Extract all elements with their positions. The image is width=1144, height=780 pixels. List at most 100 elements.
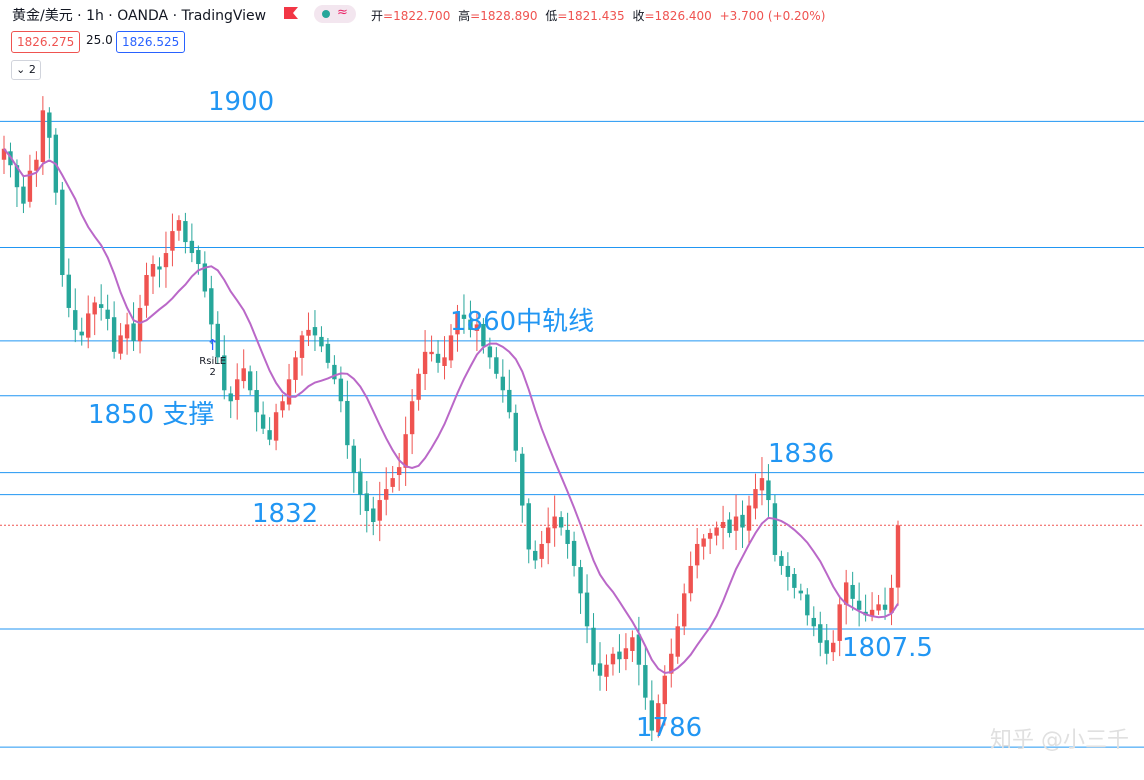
chart-header: 黄金/美元 · 1h · OANDA · TradingView ≈ 开=182… [0,0,1144,28]
market-status-toggle[interactable]: ≈ [314,5,356,23]
candlestick [27,154,33,208]
candlestick [895,520,901,606]
candlestick [40,96,46,175]
candlestick [753,473,758,520]
candlestick [682,583,687,636]
change-value: +3.700 (+0.20%) [719,9,826,23]
price-level-label: 1832 [252,498,319,529]
candlestick [604,654,609,691]
candlestick [111,301,117,359]
candlestick [494,347,499,379]
candlestick [733,494,739,551]
price-level-label: 1900 [208,87,275,118]
candlestick [118,323,123,360]
arrow-up-icon: ↑ [206,336,219,355]
candlestick [66,258,71,318]
candlestick [798,583,804,601]
spread-value: 25.0 [86,33,113,47]
candlestick [882,587,888,620]
candlestick [643,645,648,710]
candlestick [662,665,667,726]
candlestick [552,495,557,547]
candlestick [235,363,240,420]
candlestick [228,386,233,419]
candlestick [306,312,311,347]
price-level-lines [0,120,1144,748]
flag-icon[interactable] [284,7,298,19]
candlestick [241,349,246,389]
candlestick [766,464,771,517]
candlestick [856,582,862,627]
watermark: 知乎 @小三千 [990,728,1129,753]
low-value: =1821.435 [557,9,625,23]
symbol-title[interactable]: 黄金/美元 · 1h · OANDA · TradingView [12,8,267,24]
candlestick [371,496,376,536]
candlestick [850,571,855,611]
candlestick [299,330,305,376]
candlestick [688,551,693,602]
candlestick [390,465,395,493]
candlestick [351,439,357,493]
candlestick [565,512,570,559]
candlestick [694,527,700,579]
candlestick [571,531,577,577]
candlestick [597,642,603,691]
price-level-label: 1807.5 [842,633,933,664]
candlestick [312,310,318,352]
candlestick [98,284,104,321]
candlestick [455,304,460,352]
candlestick [73,288,78,343]
candlestick [176,215,182,241]
candlestick [86,295,91,349]
candlestick [837,595,842,657]
candlestick [209,275,214,345]
sell-price-button[interactable]: 1826.275 [11,31,81,53]
candlestick [222,335,227,400]
candlestick [286,363,292,411]
candlestick [429,335,434,362]
open-value: =1822.700 [383,9,451,23]
candlestick [591,613,596,672]
candlestick [792,568,797,599]
buy-price-button[interactable]: 1826.525 [116,31,186,53]
candlestick [675,613,680,664]
candlestick [707,528,713,555]
candlestick [818,611,823,657]
candlestick [202,251,208,298]
market-open-dot-icon [322,10,330,18]
candlestick [260,401,266,435]
candlestick [584,574,590,644]
candlestick [105,294,110,331]
high-label: 高 [458,9,471,23]
candlesticks [1,96,901,742]
candlestick [215,311,220,364]
candlestick [533,540,538,569]
candlestick [714,521,719,546]
candlestick [170,213,175,267]
candlestick [422,330,428,390]
candlestick [254,371,259,432]
candlestick [805,588,810,626]
candlestick [649,680,655,742]
candlestick [474,312,480,352]
candlestick [759,457,765,506]
candlestick [526,498,531,564]
candlestick [513,404,518,462]
candlestick [779,550,784,575]
signal-name: RsiLE [199,356,227,368]
candlestick [740,500,745,548]
candlestick [325,338,331,369]
candlestick [273,403,279,451]
candlestick [610,647,616,676]
indicator-collapse-button[interactable]: ⌄ 2 [11,60,41,80]
candlestick [34,151,39,187]
candlestick [539,530,544,568]
candlestick [578,559,583,614]
candlestick [319,326,324,353]
candlestick [876,594,881,615]
candlestick [727,512,732,538]
high-value: =1828.890 [470,9,538,23]
candlestick [377,481,382,542]
close-label: 收 [632,9,645,23]
